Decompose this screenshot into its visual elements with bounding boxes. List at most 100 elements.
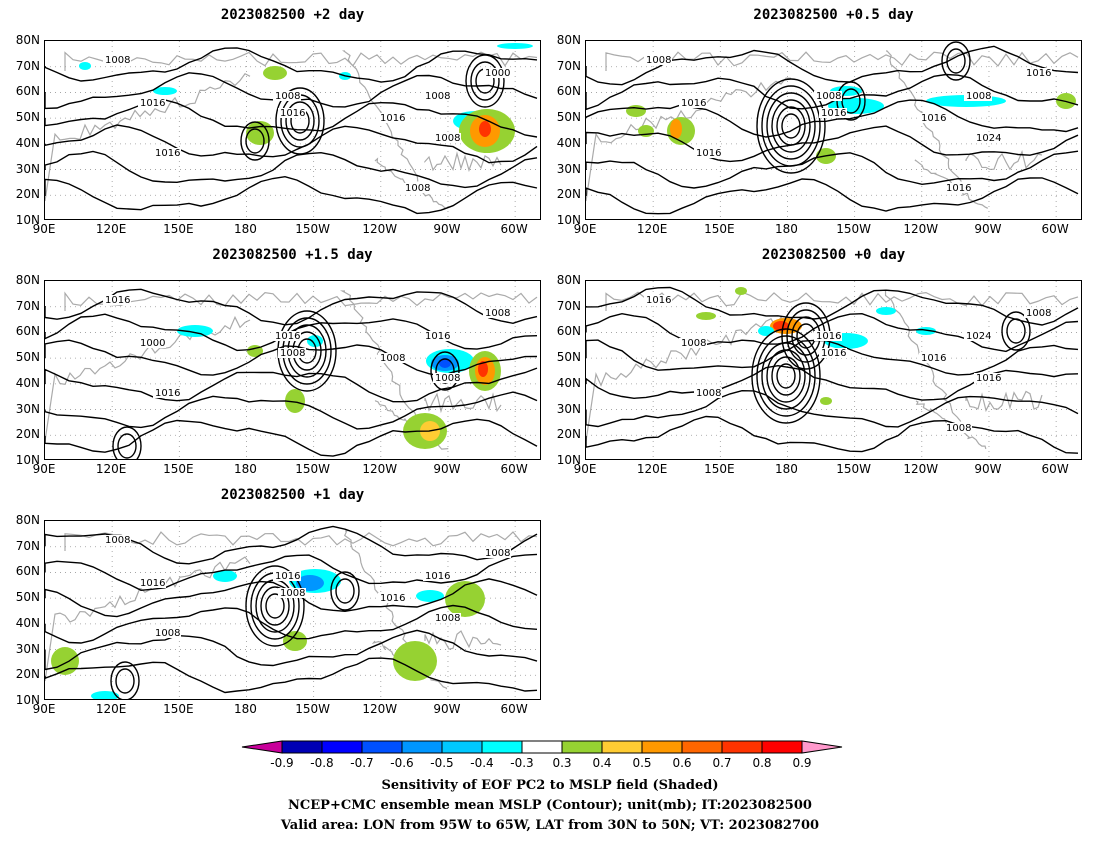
lat-tick-label: 80N: [556, 273, 581, 287]
lon-tick-label: 90W: [433, 222, 461, 236]
colorbar-tick-label: -0.8: [310, 756, 334, 770]
lon-tick-label: 90E: [32, 462, 56, 476]
lon-tick-label: 120W: [903, 462, 939, 476]
lon-tick-label: 180: [234, 702, 257, 716]
colorbar-tick-label: -0.3: [510, 756, 534, 770]
colorbar-tick-label: -0.9: [270, 756, 294, 770]
shading-blob: [478, 361, 488, 377]
panel-title: 2023082500 +1.5 day: [212, 247, 373, 263]
lon-tick-label: 60W: [1041, 222, 1069, 236]
lat-tick-label: 80N: [15, 33, 40, 47]
shading-blob: [153, 87, 177, 95]
lat-tick-label: 50N: [15, 350, 40, 365]
lon-tick-label: 90E: [32, 702, 56, 716]
contour-label: 1016: [821, 348, 846, 359]
lat-tick-label: 40N: [556, 135, 581, 150]
lat-tick-label: 30N: [15, 161, 40, 176]
contour-label: 1008: [275, 91, 300, 102]
contour-label: 1008: [946, 423, 971, 434]
colorbar-segment: [401, 740, 443, 754]
lon-tick-label: 120E: [95, 462, 127, 476]
lat-tick-label: 20N: [15, 187, 40, 202]
shading-blob: [696, 312, 716, 320]
shading-blob: [213, 570, 237, 582]
lat-tick-label: 10N: [556, 213, 581, 227]
lon-tick-label: 120E: [95, 222, 127, 236]
shading-blob: [820, 397, 832, 405]
contour-label: 1016: [105, 295, 130, 306]
contour-label: 1008: [485, 308, 510, 319]
lon-tick-label: 120W: [362, 222, 398, 236]
colorbar-segment: [761, 740, 803, 754]
colorbar-segment: [321, 740, 363, 754]
shading-blob: [79, 62, 91, 70]
map-canvas: 1016 1008 1016 1016 1008 1024 1016 1016 1008 1008: [586, 281, 1081, 459]
contour-label: 1008: [681, 338, 706, 349]
lon-tick-label: 180: [234, 462, 257, 476]
map-canvas: 1008 1016 1008 1016 1016 1008 1016 1024 1016 1016: [586, 41, 1081, 219]
lat-tick-label: 20N: [15, 667, 40, 682]
contour-label: 1016: [155, 388, 180, 399]
panel-title: 2023082500 +0.5 day: [753, 7, 914, 23]
lat-tick-label: 60N: [15, 84, 40, 99]
contour-label: 1016: [380, 113, 405, 124]
lat-tick-label: 70N: [15, 298, 40, 313]
lat-tick-label: 20N: [15, 427, 40, 442]
contour-label: 1016: [280, 108, 305, 119]
lat-tick-label: 10N: [15, 693, 40, 707]
caption-line-3: Valid area: LON from 95W to 65W, LAT fro…: [280, 818, 820, 833]
shading-blob: [439, 358, 451, 368]
contour-label: 1024: [976, 133, 1001, 144]
coastlines: [586, 50, 1079, 209]
colorbar-arrow-right: [801, 740, 843, 754]
contour-label: 1008: [966, 91, 991, 102]
contour-label: 1016: [921, 113, 946, 124]
lon-tick-label: 150E: [163, 462, 194, 476]
gridlines: [586, 281, 1081, 459]
contour-label: 1016: [140, 578, 165, 589]
contour-label: 1008: [696, 388, 721, 399]
lon-tick-label: 60W: [500, 702, 528, 716]
shading-blob: [876, 307, 896, 315]
lat-tick-label: 60N: [556, 84, 581, 99]
colorbar-tick-label: 0.8: [752, 756, 772, 770]
contour-label: 1008: [105, 55, 130, 66]
lon-tick-label: 120E: [636, 222, 668, 236]
lon-tick-label: 60W: [500, 462, 528, 476]
colorbar-segment: [361, 740, 403, 754]
map-canvas: 1008 1016 1008 1016 1000 1008 1016 1008 1016 1008: [45, 41, 540, 219]
shading-blob: [479, 121, 491, 137]
lon-tick-label: 120W: [362, 462, 398, 476]
colorbar-tick-label: 0.9: [792, 756, 812, 770]
colorbar-segment: [441, 740, 483, 754]
lon-tick-label: 90E: [573, 462, 597, 476]
mslp-contours: [586, 41, 1079, 215]
lon-tick-label: 180: [234, 222, 257, 236]
contour-label: 1016: [155, 148, 180, 159]
shading-blob: [263, 66, 287, 80]
contour-label: 1008: [155, 628, 180, 639]
colorbar-tick-label: 0.6: [672, 756, 692, 770]
contour-label: 1016: [275, 331, 300, 342]
lon-tick-label: 180: [775, 462, 798, 476]
colorbar-segment: [281, 740, 323, 754]
shading-blob: [758, 326, 774, 336]
map-frame: 1016 1000 1016 1008 1008 1016 1008 1008 1016: [44, 280, 541, 460]
lat-tick-label: 30N: [15, 641, 40, 656]
mslp-contours: [45, 47, 538, 215]
colorbar-arrow-left: [241, 740, 283, 754]
contour-label: 1016: [1026, 68, 1051, 79]
lon-tick-label: 120W: [903, 222, 939, 236]
lon-tick-label: 150W: [836, 462, 872, 476]
lat-tick-label: 50N: [556, 350, 581, 365]
lat-tick-label: 60N: [15, 324, 40, 339]
lon-tick-label: 150W: [295, 462, 331, 476]
shading-blob: [445, 581, 485, 617]
mslp-contours: [45, 525, 538, 699]
contour-label: 1016: [425, 571, 450, 582]
lat-tick-label: 80N: [556, 33, 581, 47]
shading-blob: [497, 43, 533, 49]
contour-label: 1016: [140, 98, 165, 109]
lat-tick-label: 50N: [15, 110, 40, 125]
colorbar-tick-label: -0.5: [430, 756, 454, 770]
